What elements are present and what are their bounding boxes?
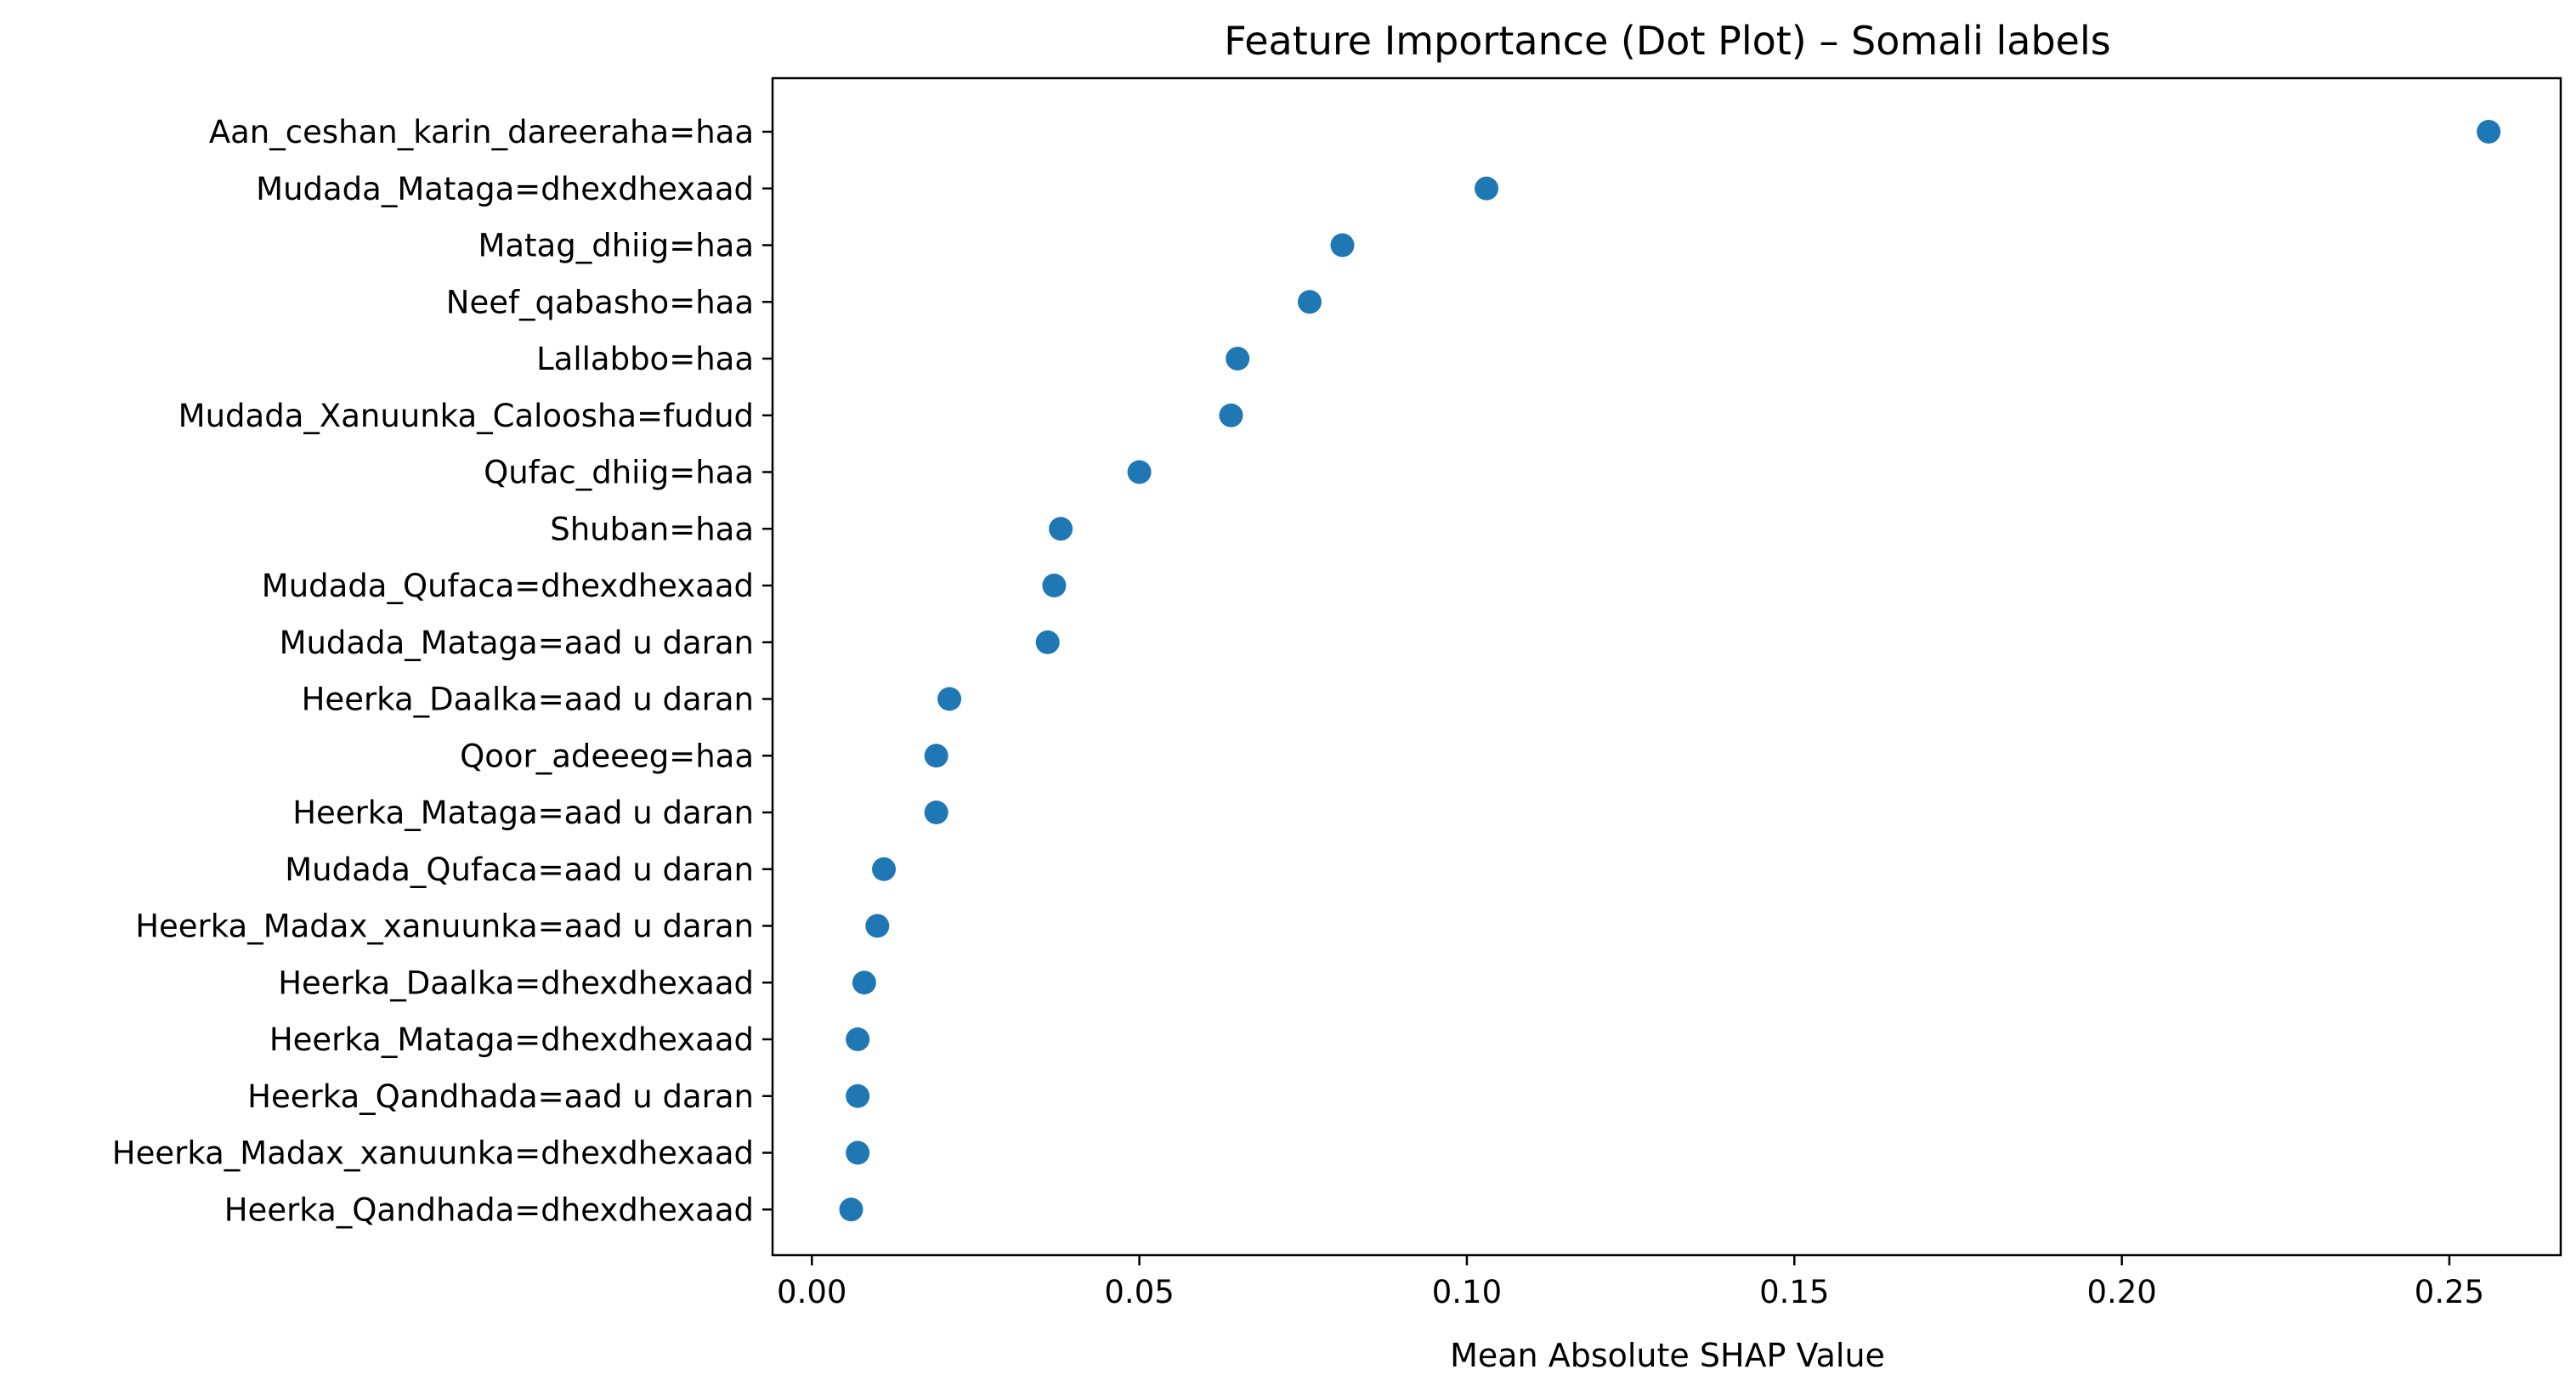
y-tick-label: Heerka_Daalka=dhexdhexaad [278, 965, 754, 1001]
y-tick-label: Qoor_adeeeg=haa [460, 738, 754, 774]
data-point [865, 914, 890, 938]
data-point [1049, 517, 1073, 541]
data-point [1297, 290, 1322, 314]
x-axis-ticks: 0.00 0.05 0.10 0.15 0.20 0.25 [777, 1255, 2484, 1310]
x-tick-label: 0.10 [1432, 1274, 1502, 1310]
y-tick-label: Heerka_Madax_xanuunka=dhexdhexaad [112, 1135, 754, 1172]
data-point [846, 1084, 870, 1108]
y-tick-label: Mudada_Mataga=aad u daran [280, 625, 754, 661]
data-point [846, 1027, 870, 1051]
data-point [1226, 347, 1250, 371]
y-tick-label: Heerka_Mataga=aad u daran [292, 795, 754, 831]
data-point [1042, 574, 1067, 597]
x-tick-label: 0.20 [2086, 1274, 2156, 1310]
plot-frame [771, 76, 2562, 1257]
x-tick-label: 0.05 [1104, 1274, 1174, 1310]
y-tick-label: Shuban=haa [550, 511, 754, 547]
x-tick-label: 0.25 [2415, 1274, 2484, 1310]
y-tick-label: Mudada_Mataga=dhexdhexaad [256, 171, 754, 207]
data-point [872, 857, 897, 881]
y-tick-label: Aan_ceshan_karin_dareeraha=haa [209, 114, 754, 150]
data-point [839, 1197, 863, 1222]
data-point [2477, 120, 2501, 144]
data-point [1127, 460, 1152, 484]
y-tick-label: Qufac_dhiig=haa [484, 455, 754, 491]
y-tick-label: Mudada_Qufaca=aad u daran [285, 852, 754, 888]
data-point [1330, 233, 1355, 257]
y-tick-label: Heerka_Qandhada=dhexdhexaad [224, 1191, 754, 1228]
data-point [924, 801, 948, 824]
data-point [1035, 630, 1060, 654]
y-tick-label: Mudada_Qufaca=dhexdhexaad [262, 568, 754, 604]
data-point [852, 970, 876, 995]
y-tick-label: Mudada_Xanuunka_Caloosha=fudud [178, 398, 754, 434]
data-point [937, 687, 962, 711]
data-points [839, 120, 2501, 1222]
y-tick-label: Heerka_Madax_xanuunka=aad u daran [135, 908, 754, 945]
y-tick-label: Heerka_Daalka=aad u daran [302, 682, 754, 718]
data-point [846, 1140, 870, 1165]
data-point [1475, 176, 1499, 201]
y-tick-label: Heerka_Mataga=dhexdhexaad [269, 1021, 754, 1058]
x-axis-label: Mean Absolute SHAP Value [1450, 1337, 1885, 1374]
y-tick-label: Matag_dhiig=haa [478, 228, 754, 264]
data-point [924, 744, 948, 768]
y-tick-label: Neef_qabasho=haa [446, 284, 754, 320]
y-axis-ticks: Aan_ceshan_karin_dareeraha=haa Mudada_Mat… [112, 114, 773, 1228]
x-tick-label: 0.15 [1759, 1274, 1829, 1310]
y-tick-label: Heerka_Qandhada=aad u daran [247, 1078, 754, 1115]
data-point [1219, 403, 1243, 427]
chart-title: Feature Importance (Dot Plot) – Somali l… [1224, 18, 2110, 64]
y-tick-label: Lallabbo=haa [536, 341, 754, 377]
x-tick-label: 0.00 [777, 1274, 846, 1310]
